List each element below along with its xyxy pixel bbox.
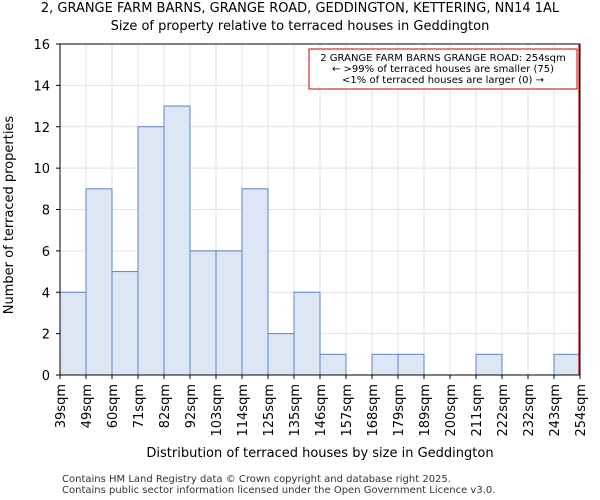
bar xyxy=(371,353,399,376)
x-tick-label: 135sqm xyxy=(288,384,303,437)
annotation-line-3: <1% of terraced houses are larger (0) → xyxy=(342,75,544,86)
x-tick-label: 39sqm xyxy=(54,384,69,428)
y-tick-label: 12 xyxy=(33,121,50,136)
x-tick-label: 168sqm xyxy=(366,384,381,437)
y-axis-label: Number of terraced properties xyxy=(2,116,17,315)
x-tick-label: 49sqm xyxy=(80,384,95,428)
x-tick-label: 189sqm xyxy=(418,384,433,437)
bar xyxy=(267,333,295,376)
y-tick-label: 16 xyxy=(33,38,50,53)
bar xyxy=(215,250,243,376)
bar xyxy=(137,126,165,376)
x-tick-label: 200sqm xyxy=(444,384,459,437)
bar xyxy=(85,188,113,376)
x-tick-label: 222sqm xyxy=(496,384,511,437)
annotation-box xyxy=(308,48,578,90)
x-tick-label: 114sqm xyxy=(236,384,251,437)
y-tick-label: 8 xyxy=(42,204,50,219)
x-axis-ticks: 39sqm 49sqm 60sqm 71sqm 82sqm 92sqm 103sqm 114s… xyxy=(54,375,589,437)
x-tick-label: 71sqm xyxy=(132,384,147,428)
x-tick-label: 232sqm xyxy=(522,384,537,437)
y-tick-label: 2 xyxy=(42,328,50,343)
x-tick-label: 243sqm xyxy=(548,384,563,437)
y-axis-ticks: 0 2 4 6 8 10 12 14 16 xyxy=(33,38,60,384)
x-tick-label: 82sqm xyxy=(158,384,173,428)
bar xyxy=(319,353,347,376)
bar xyxy=(59,291,87,376)
x-tick-label: 179sqm xyxy=(392,384,407,437)
footer-licence: Contains public sector information licen… xyxy=(62,485,496,496)
bar xyxy=(293,291,321,376)
x-tick-label: 211sqm xyxy=(470,384,485,437)
x-tick-label: 157sqm xyxy=(340,384,355,437)
chart-title: Size of property relative to terraced ho… xyxy=(110,19,490,34)
bar xyxy=(241,188,269,376)
y-tick-label: 4 xyxy=(42,286,50,301)
annotation-line-1: 2 GRANGE FARM BARNS GRANGE ROAD: 254sqm xyxy=(320,53,565,64)
y-tick-label: 10 xyxy=(33,162,50,177)
bar xyxy=(189,250,217,376)
y-tick-label: 14 xyxy=(33,79,50,94)
x-tick-label: 254sqm xyxy=(574,384,589,437)
x-axis-label: Distribution of terraced houses by size … xyxy=(146,446,493,461)
x-tick-label: 146sqm xyxy=(314,384,329,437)
chart-title-address: 2, GRANGE FARM BARNS, GRANGE ROAD, GEDDI… xyxy=(40,1,560,16)
bar xyxy=(475,353,503,376)
bar xyxy=(397,353,425,376)
bar xyxy=(163,105,191,376)
footer-copyright: Contains HM Land Registry data © Crown c… xyxy=(62,474,451,485)
bars xyxy=(59,105,581,376)
annotation-line-2: ← >99% of terraced houses are smaller (7… xyxy=(332,64,554,75)
x-tick-label: 92sqm xyxy=(184,384,199,428)
x-tick-label: 103sqm xyxy=(210,384,225,437)
bar xyxy=(553,353,581,376)
bar xyxy=(111,271,139,376)
x-tick-label: 60sqm xyxy=(106,384,121,428)
x-tick-label: 125sqm xyxy=(262,384,277,437)
y-tick-label: 0 xyxy=(42,369,50,384)
y-tick-label: 6 xyxy=(42,245,50,260)
